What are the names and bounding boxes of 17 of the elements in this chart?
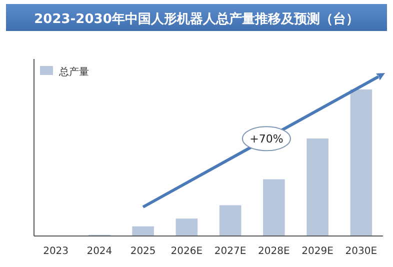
- x-tick-label: 2025: [130, 246, 156, 257]
- x-tick-label: 2029E: [302, 246, 334, 257]
- chart-title: 2023-2030年中国人形机器人总产量推移及预测（台）: [34, 11, 359, 27]
- x-tick-label: 2024: [86, 246, 112, 257]
- bar: [350, 89, 372, 236]
- bar: [132, 226, 154, 236]
- bar: [219, 205, 242, 236]
- bar: [176, 218, 198, 236]
- x-tick-label: 2030E: [345, 246, 378, 257]
- x-tick-label: 2027E: [214, 246, 246, 257]
- bar: [306, 138, 328, 236]
- x-tick-label: 2028E: [258, 246, 290, 257]
- bar: [263, 179, 285, 236]
- annotation: +70%: [250, 132, 284, 146]
- x-tick-label: 2026E: [170, 246, 203, 257]
- legend-label: 总产量: [58, 66, 89, 78]
- x-tick-label: 2023: [43, 246, 69, 257]
